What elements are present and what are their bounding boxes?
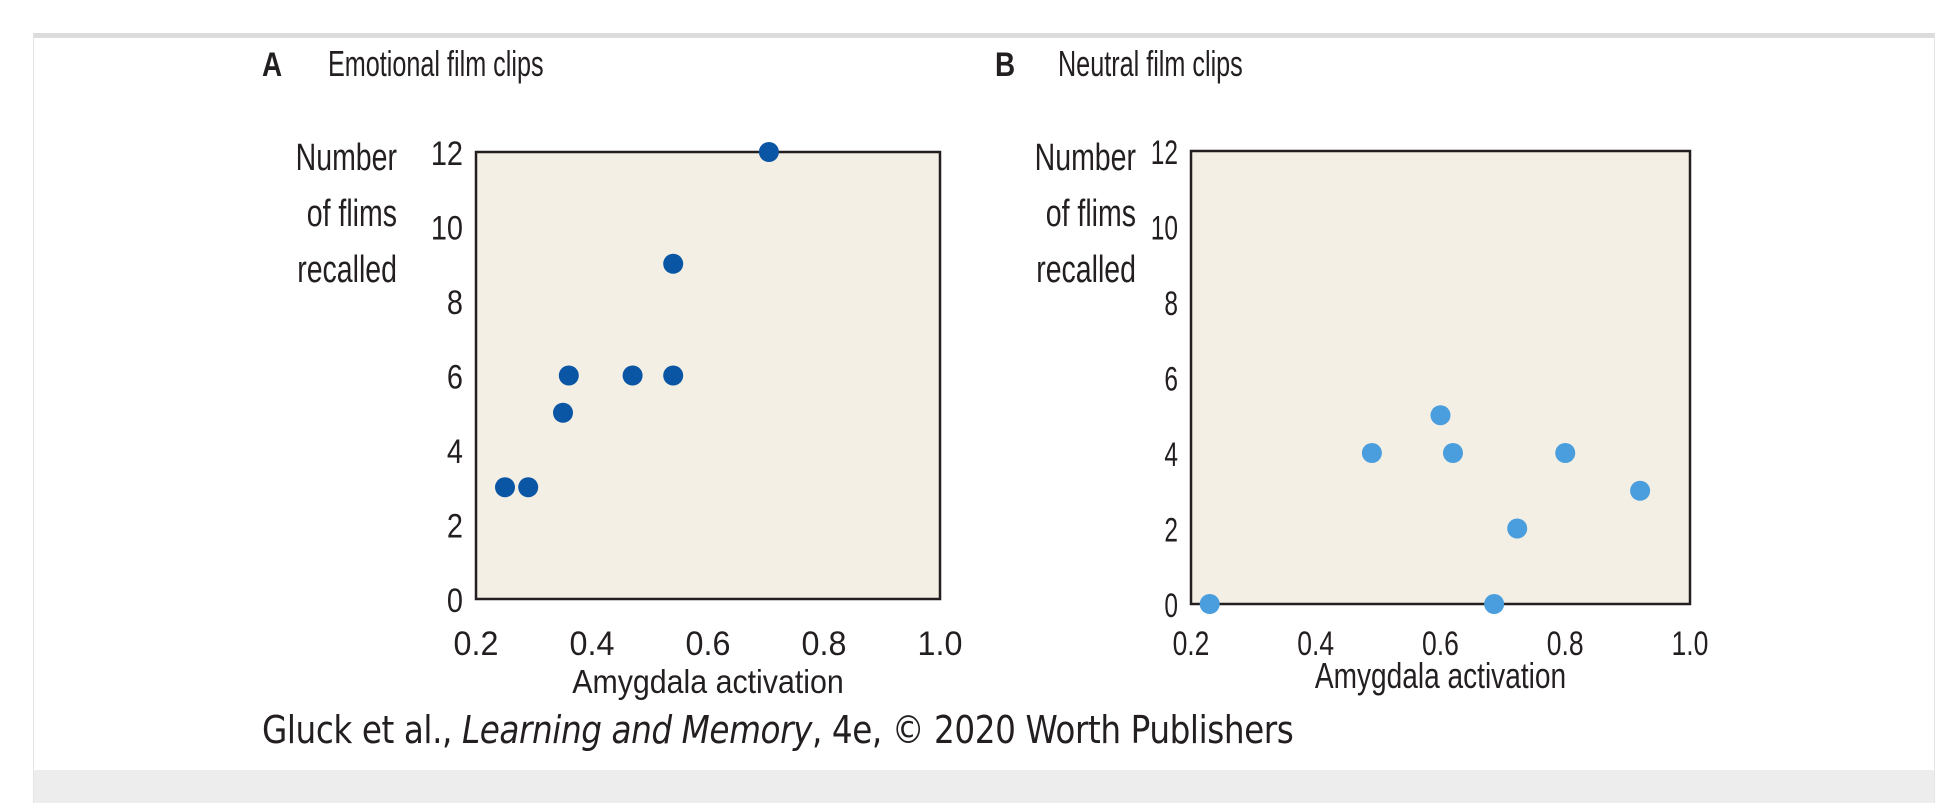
x-tick-label: 0.6 [686,625,731,663]
x-tick-label: 0.6 [1422,625,1459,663]
y-tick-label: 10 [1151,210,1178,248]
data-point [663,365,684,386]
y-tick-label: 8 [1164,285,1178,323]
y-tick-label: 8 [447,283,463,322]
y-axis-label-line: Number [296,137,397,179]
y-tick-label: 2 [1164,512,1178,550]
x-tick-label: 0.4 [570,625,615,663]
y-tick-label: 10 [431,208,463,247]
y-tick-label: 6 [1164,361,1178,399]
y-axis-label-line: of flims [307,193,397,235]
y-tick-label: 0 [447,581,463,620]
data-point [553,402,573,423]
x-tick-label: 0.4 [1297,625,1334,663]
plot-area [474,150,942,601]
data-point [1361,443,1382,463]
data-point [1555,443,1576,463]
figure-caption: Gluck et al., Learning and Memory, 4e, ©… [262,708,1294,752]
y-axis-label-line: Number [1035,137,1136,179]
data-point [1630,480,1651,501]
data-point [663,253,684,274]
data-point [758,142,779,162]
caption-book-title: Learning and Memory [461,708,812,752]
x-tick-label: 0.2 [1173,625,1210,663]
x-tick-label: 1.0 [918,625,963,663]
data-point [1442,443,1463,463]
x-tick-label: 1.0 [1672,625,1709,663]
data-point [558,365,579,386]
y-tick-label: 0 [1164,587,1178,625]
y-tick-label: 2 [447,506,463,545]
y-tick-label: 6 [447,357,463,396]
footer-band [34,770,1934,803]
y-tick-label: 4 [1164,436,1178,474]
data-point [1430,405,1451,426]
panel-title: Emotional film clips [328,44,544,85]
x-axis-label: Amygdala activation [1315,656,1566,696]
panel-letter: A [262,45,282,83]
y-tick-label: 4 [447,432,463,471]
x-tick-label: 0.2 [454,625,499,663]
y-tick-label: 12 [431,134,463,173]
y-axis-label-line: recalled [1036,249,1136,291]
data-point [622,365,643,386]
caption-publisher: , 4e, © 2020 Worth Publishers [811,708,1294,752]
data-point [495,477,515,498]
plot-area [1189,149,1692,606]
data-point [1199,594,1220,614]
panel-title: Neutral film clips [1058,44,1243,85]
data-point [1507,518,1528,539]
y-axis-label-line: recalled [297,249,397,291]
data-point [1484,594,1505,614]
y-tick-label: 12 [1151,134,1178,172]
x-tick-label: 0.8 [802,625,847,663]
panel-letter: B [995,45,1015,83]
x-tick-label: 0.8 [1547,625,1584,663]
data-point [518,477,539,498]
x-axis-label: Amygdala activation [572,663,844,700]
caption-authors: Gluck et al., [262,708,462,752]
y-axis-label-line: of flims [1046,193,1136,235]
